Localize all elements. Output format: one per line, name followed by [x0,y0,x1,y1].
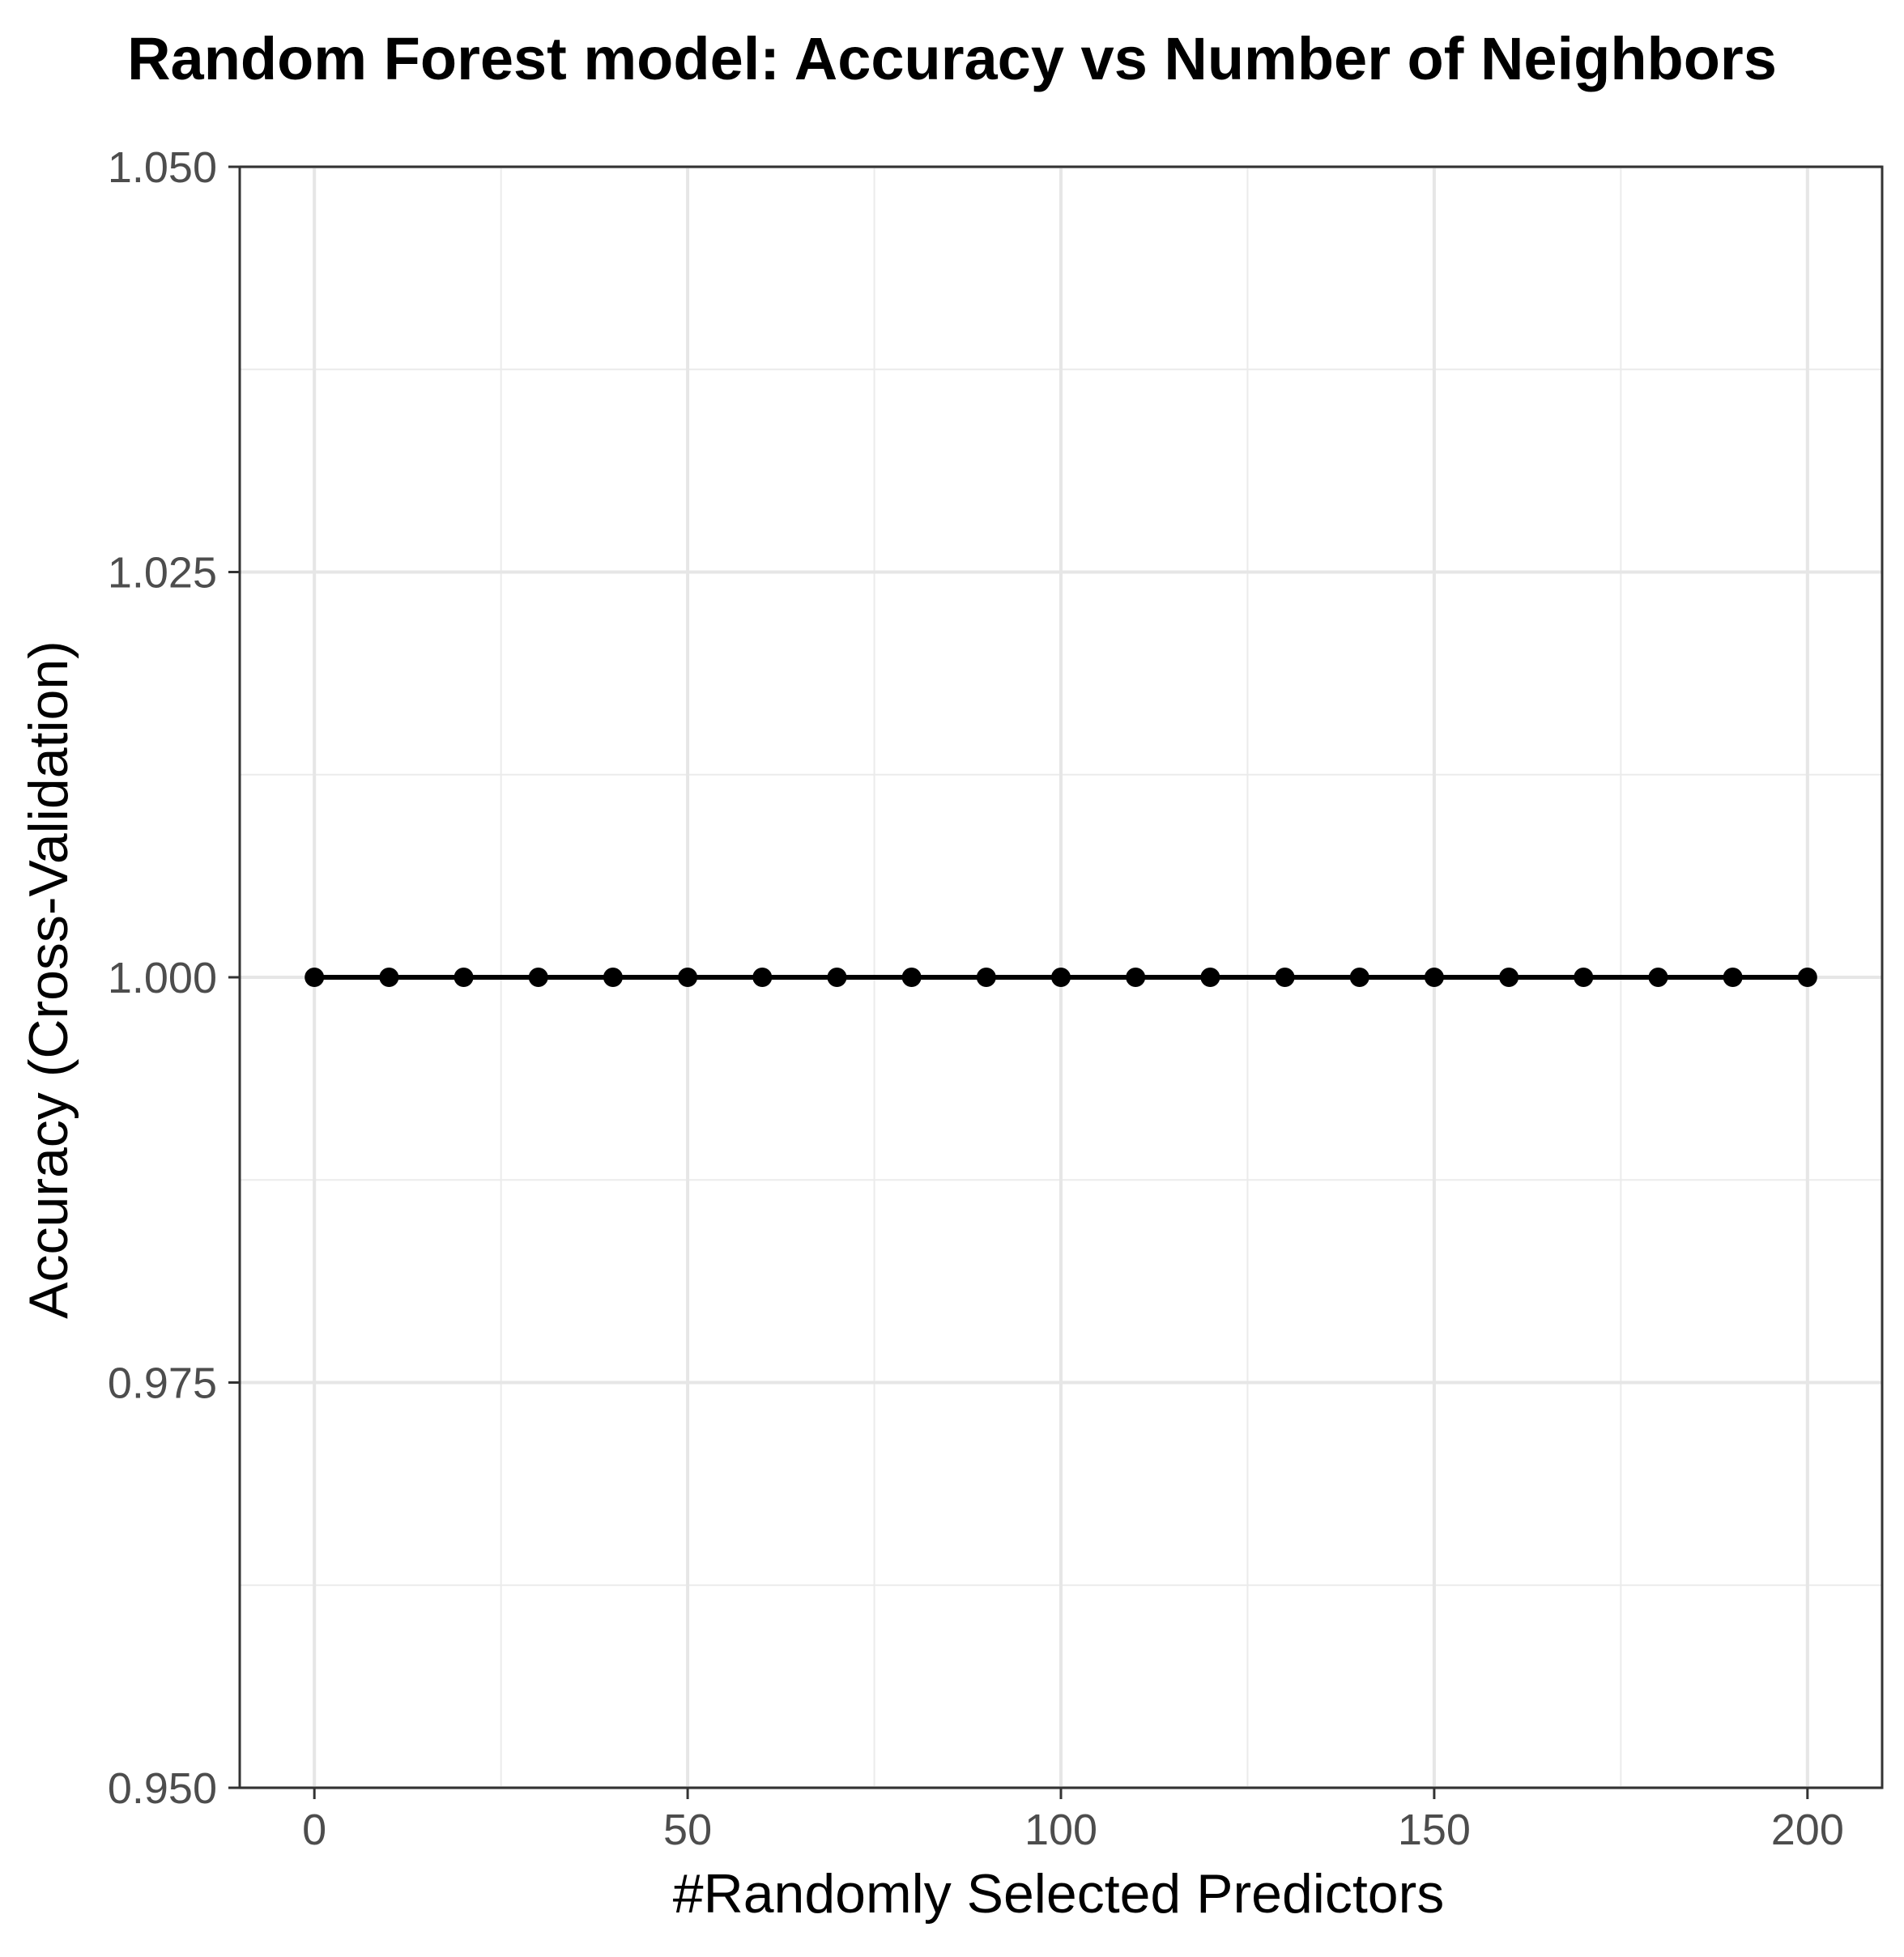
y-tick-label: 1.050 [108,143,217,192]
y-tick-label: 0.975 [108,1359,217,1408]
data-point [1648,968,1668,987]
data-point [1051,968,1071,987]
y-tick-label: 1.000 [108,954,217,1002]
y-axis-title: Accuracy (Cross-Validation) [18,640,79,1319]
data-point [827,968,847,987]
x-tick-label: 150 [1398,1806,1471,1854]
data-point [976,968,996,987]
data-point [1200,968,1220,987]
data-point [1574,968,1594,987]
data-point [1126,968,1146,987]
data-point [1797,968,1817,987]
data-point [1349,968,1369,987]
x-axis-title: #Randomly Selected Predictors [672,1863,1445,1925]
data-point [603,968,623,987]
data-point [1424,968,1444,987]
data-point [1723,968,1743,987]
data-point [1499,968,1519,987]
data-point [454,968,474,987]
data-point [901,968,922,987]
data-point [379,968,399,987]
data-point [752,968,773,987]
y-axis-ticks: 0.950 0.975 1.000 1.025 1.050 [108,143,240,1813]
x-tick-label: 50 [663,1806,712,1854]
x-tick-label: 0 [302,1806,326,1854]
x-axis-ticks: 0 50 100 150 200 [302,1788,1844,1854]
series-layer [305,968,1817,987]
data-point [678,968,698,987]
data-point [1275,968,1295,987]
chart-title: Random Forest model: Accuracy vs Number … [127,25,1777,92]
data-point [305,968,325,987]
y-tick-label: 0.950 [108,1764,217,1813]
x-tick-label: 100 [1024,1806,1097,1854]
y-tick-label: 1.025 [108,549,217,598]
data-point [528,968,548,987]
x-tick-label: 200 [1771,1806,1844,1854]
